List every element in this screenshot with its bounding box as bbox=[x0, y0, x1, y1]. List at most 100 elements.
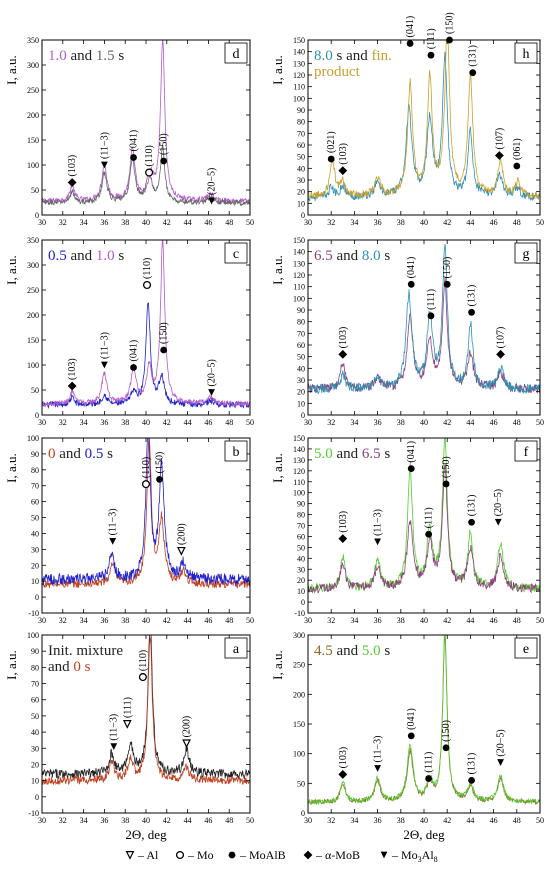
x-tick-label: 44 bbox=[184, 418, 192, 427]
x-tick-label: 46 bbox=[490, 418, 498, 427]
panel-letter: e bbox=[523, 642, 529, 657]
y-tick-label: 200 bbox=[27, 111, 39, 120]
peak-label: (200) bbox=[176, 523, 187, 545]
y-tick-label: -10 bbox=[294, 609, 305, 618]
peak-label: (041) bbox=[406, 441, 417, 463]
series-line bbox=[42, 636, 250, 786]
y-tick-label: 50 bbox=[297, 779, 305, 788]
peak-label: (11−3) bbox=[99, 132, 110, 159]
legend-part: 1.0 bbox=[48, 48, 67, 64]
legend-label: – MoAlB bbox=[239, 848, 286, 862]
x-tick-label: 46 bbox=[490, 218, 498, 227]
peak-label: (150) bbox=[159, 322, 170, 344]
x-axis-label: 2Θ, deg bbox=[403, 827, 445, 842]
panel-letter-box bbox=[514, 440, 538, 462]
x-tick-label: 38 bbox=[121, 616, 129, 625]
y-tick-label: 70 bbox=[297, 129, 305, 138]
legend-part: and bbox=[67, 248, 96, 264]
x-tick-label: 36 bbox=[100, 418, 108, 427]
phase-marker bbox=[208, 197, 215, 205]
peak-label: (111) bbox=[424, 752, 435, 773]
x-tick-label: 46 bbox=[490, 616, 498, 625]
x-tick-label: 40 bbox=[420, 616, 428, 625]
phase-marker bbox=[130, 364, 137, 371]
y-tick-label: 40 bbox=[297, 164, 305, 173]
x-tick-label: 48 bbox=[513, 816, 521, 825]
x-tick-label: 38 bbox=[397, 616, 405, 625]
y-tick-label: 90 bbox=[297, 106, 305, 115]
phase-marker bbox=[497, 759, 504, 766]
y-tick-label: 10 bbox=[297, 199, 305, 208]
series-line bbox=[308, 464, 540, 594]
x-tick-label: 38 bbox=[121, 418, 129, 427]
y-tick-label: 350 bbox=[27, 36, 39, 45]
panel-letter: g bbox=[523, 247, 530, 262]
y-tick-label: 10 bbox=[31, 577, 39, 586]
x-tick-label: 34 bbox=[350, 616, 358, 625]
panel-letter-box bbox=[224, 242, 248, 264]
peak-label: (111) bbox=[426, 289, 437, 310]
panel-letter-box bbox=[224, 637, 248, 659]
x-tick-label: 34 bbox=[350, 218, 358, 227]
x-tick-label: 46 bbox=[204, 418, 212, 427]
x-tick-label: 42 bbox=[443, 218, 451, 227]
x-tick-label: 44 bbox=[466, 418, 474, 427]
peak-label: (111) bbox=[122, 697, 133, 718]
x-tick-label: 50 bbox=[536, 616, 544, 625]
y-tick-label: 200 bbox=[27, 311, 39, 320]
phase-marker bbox=[101, 161, 108, 169]
y-tick-label: 60 bbox=[297, 341, 305, 350]
y-tick-label: 50 bbox=[297, 153, 305, 162]
y-tick-label: 100 bbox=[293, 94, 305, 103]
legend-text: 0 and 0.5 s bbox=[48, 446, 113, 462]
legend-part: 0.5 bbox=[85, 446, 104, 462]
y-tick-label: 50 bbox=[31, 712, 39, 721]
x-tick-label: 36 bbox=[100, 218, 108, 227]
legend-label: – α-MoB bbox=[315, 848, 360, 862]
y-tick-label: 100 bbox=[293, 294, 305, 303]
x-tick-label: 42 bbox=[163, 418, 171, 427]
x-tick-label: 36 bbox=[374, 218, 382, 227]
x-tick-label: 50 bbox=[246, 218, 254, 227]
peak-label: (103) bbox=[67, 358, 78, 380]
phase-marker bbox=[407, 732, 415, 740]
x-tick-label: 30 bbox=[304, 418, 312, 427]
phase-marker bbox=[109, 538, 117, 545]
x-tick-label: 42 bbox=[163, 616, 171, 625]
x-tick-label: 44 bbox=[184, 218, 192, 227]
legend-part: 0.5 bbox=[48, 248, 67, 264]
legend-part: s bbox=[115, 248, 125, 264]
series-line bbox=[308, 636, 540, 806]
x-tick-label: 38 bbox=[121, 218, 129, 227]
phase-marker bbox=[182, 739, 191, 749]
legend-part: 8.0 bbox=[362, 248, 381, 264]
phase-marker bbox=[141, 480, 151, 489]
y-tick-label: 70 bbox=[297, 522, 305, 531]
panel-letter-box bbox=[514, 242, 538, 264]
phase-marker bbox=[327, 155, 335, 163]
y-tick-label: 100 bbox=[293, 750, 305, 759]
y-tick-label: 50 bbox=[31, 386, 39, 395]
panel-g: 30 32 34 36 38 40 42 44 46 48 50 0 10 20 30 40 50 60 70 80 9… bbox=[270, 236, 544, 427]
legend-part: s bbox=[381, 446, 391, 462]
peak-label: (131) bbox=[467, 285, 478, 307]
y-tick-label: 140 bbox=[293, 48, 305, 57]
peak-label: (110) bbox=[144, 145, 155, 166]
y-tick-label: 140 bbox=[293, 248, 305, 257]
y-tick-label: 0 bbox=[301, 211, 305, 220]
y-tick-label: 0 bbox=[301, 598, 305, 607]
legend-text: and 0 s bbox=[48, 659, 91, 675]
legend-text: 8.0 s and fin. bbox=[314, 48, 392, 64]
phase-marker bbox=[176, 546, 186, 556]
phase-marker bbox=[468, 776, 475, 784]
peak-label: (111) bbox=[424, 507, 435, 528]
y-tick-label: 40 bbox=[31, 529, 39, 538]
x-tick-label: 48 bbox=[225, 816, 233, 825]
y-tick-label: 80 bbox=[297, 118, 305, 127]
legend-part: 8.0 bbox=[314, 48, 333, 64]
legend-text: 4.5 and 5.0 s bbox=[314, 643, 390, 659]
y-tick-label: 150 bbox=[27, 336, 39, 345]
x-tick-label: 40 bbox=[142, 218, 150, 227]
y-tick-label: 40 bbox=[297, 554, 305, 563]
peak-label: (11−3) bbox=[373, 736, 384, 763]
